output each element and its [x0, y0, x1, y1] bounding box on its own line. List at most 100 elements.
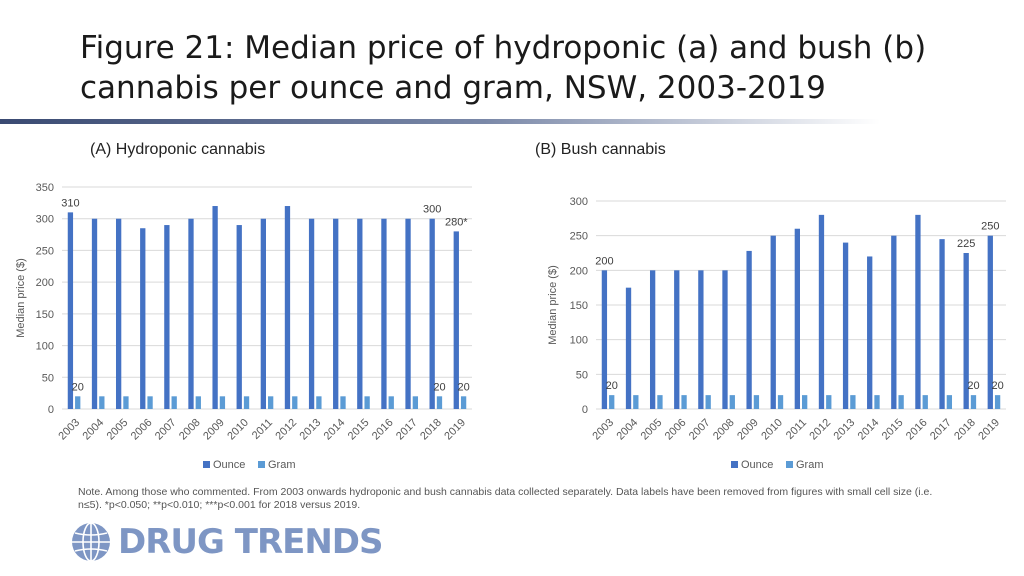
bar-ounce [939, 239, 945, 409]
data-label: 300 [423, 204, 441, 216]
bar-gram [99, 396, 105, 409]
bar-gram [171, 396, 177, 409]
bar-gram [777, 395, 784, 409]
bar-ounce [453, 231, 459, 409]
data-label: 280* [445, 216, 468, 228]
bar-ounce [601, 270, 608, 409]
bar-ounce [842, 242, 849, 409]
globe-icon [72, 522, 110, 562]
bush-price-chart: 0 50 100 150 200 250 300 Median price ($) 200 20 2… [547, 196, 1006, 471]
y-tick-label: 200 [36, 277, 54, 289]
y-tick-label: 350 [36, 182, 54, 194]
legend-label-gram: Gram [796, 459, 824, 471]
bar-gram [123, 396, 129, 409]
y-tick-label: 200 [570, 265, 588, 277]
bar-gram [874, 395, 880, 409]
x-tick-label: 2015 [346, 417, 372, 443]
page-title: Figure 21: Median price of hydroponic (a… [80, 30, 927, 106]
bar-gram [753, 395, 760, 409]
bar-gram [970, 395, 977, 409]
y-tick-label: 0 [582, 404, 588, 416]
x-tick-label: 2016 [370, 417, 396, 443]
x-tick-label: 2006 [129, 417, 155, 443]
drug-trends-logo: DRUG TRENDS [70, 520, 384, 564]
legend-label-ounce: Ounce [213, 459, 245, 471]
x-tick-label: 2008 [711, 417, 737, 443]
bar-gram [364, 396, 370, 409]
bar-gram [994, 395, 1001, 409]
x-tick-label: 2010 [759, 417, 785, 443]
x-tick-label: 2004 [614, 417, 640, 443]
bar-gram [147, 396, 153, 409]
bar-ounce [140, 228, 146, 409]
bar-gram [609, 395, 615, 409]
bar-gram [268, 396, 274, 409]
bar-ounce [115, 218, 122, 409]
bar-gram [898, 395, 904, 409]
x-tick-label: 2005 [105, 417, 131, 443]
bar-gram [316, 396, 322, 409]
bar-gram [388, 396, 394, 409]
bar-ounce [284, 206, 291, 409]
bar-ounce [429, 218, 435, 409]
x-tick-label: 2004 [80, 417, 106, 443]
data-label: 250 [981, 221, 999, 233]
y-axis-label: Median price ($) [547, 265, 559, 344]
bar-ounce [794, 228, 800, 409]
bar-ounce [867, 256, 873, 409]
x-tick-label: 2018 [952, 417, 978, 443]
x-tick-label: 2011 [784, 417, 809, 442]
bar-gram [75, 396, 81, 409]
bar-gram [219, 396, 226, 409]
bar-gram [729, 395, 735, 409]
bar-gram [657, 395, 663, 409]
bar-ounce [770, 235, 776, 409]
bar-gram [922, 395, 928, 409]
x-tick-label: 2009 [201, 417, 227, 443]
x-tick-label: 2005 [639, 417, 665, 443]
bar-gram [850, 395, 856, 409]
bar-gram [681, 395, 687, 409]
bar-ounce [698, 270, 704, 409]
x-tick-label: 2015 [880, 417, 906, 443]
x-tick-label: 2010 [225, 417, 251, 443]
y-tick-label: 100 [570, 335, 588, 347]
data-label: 20 [433, 381, 445, 393]
bar-ounce [164, 225, 170, 409]
bar-gram [826, 395, 832, 409]
x-tick-label: 2003 [590, 417, 616, 443]
bar-ounce [915, 214, 921, 409]
chart-b-title: (B) Bush cannabis [535, 141, 666, 158]
bar-ounce [67, 212, 74, 409]
bar-ounce [674, 270, 680, 409]
bar-ounce [963, 253, 969, 409]
bar-ounce [212, 206, 218, 409]
y-tick-label: 250 [36, 245, 54, 257]
data-label: 20 [457, 381, 469, 393]
y-tick-label: 0 [48, 404, 54, 416]
bar-gram [460, 396, 467, 409]
bar-ounce [987, 235, 993, 409]
x-tick-label: 2012 [807, 417, 833, 443]
bar-ounce [333, 218, 339, 409]
footnote: Note. Among those who commented. From 20… [78, 486, 933, 511]
y-tick-label: 300 [570, 196, 588, 208]
x-tick-label: 2014 [322, 417, 348, 443]
y-tick-label: 50 [576, 369, 588, 381]
bar-ounce [722, 270, 728, 409]
y-tick-label: 250 [570, 231, 588, 243]
data-label: 20 [606, 380, 618, 392]
legend-swatch-ounce [731, 461, 738, 468]
bar-ounce [188, 218, 194, 409]
data-label: 225 [957, 238, 975, 250]
bar-ounce [308, 218, 315, 409]
hydroponic-price-chart: 0 50 100 150 200 250 300 350 Median price ($) 310… [15, 182, 472, 471]
x-tick-label: 2013 [298, 417, 324, 443]
data-label: 20 [967, 380, 979, 392]
y-tick-label: 100 [36, 341, 54, 353]
bar-gram [436, 396, 443, 409]
x-tick-label: 2018 [418, 417, 444, 443]
bar-ounce [91, 218, 98, 409]
x-tick-label: 2017 [394, 417, 420, 443]
legend-label-ounce: Ounce [741, 459, 773, 471]
